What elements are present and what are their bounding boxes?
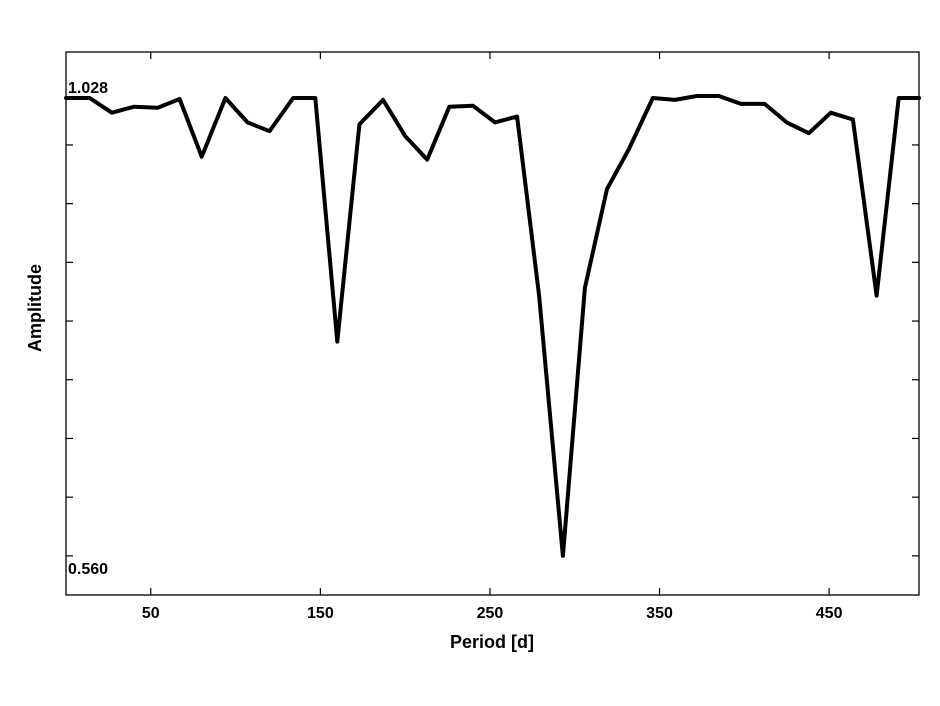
x-tick-label: 50 [142, 605, 160, 622]
y-axis-label: Amplitude [25, 264, 45, 352]
x-tick-label: 150 [307, 605, 334, 622]
plot-frame [65, 51, 920, 596]
x-tick-label: 250 [477, 605, 504, 622]
x-tick-label: 450 [816, 605, 843, 622]
y-tick-label: 1.028 [68, 80, 108, 97]
tick-labels: 50 150 250 350 450 0.560 1.028 [68, 80, 843, 622]
y-tick-label: 0.560 [68, 561, 108, 578]
x-tick-label: 350 [646, 605, 673, 622]
series-layer [64, 94, 921, 558]
series-line-0 [64, 94, 921, 558]
x-axis-label: Period [d] [450, 632, 534, 652]
